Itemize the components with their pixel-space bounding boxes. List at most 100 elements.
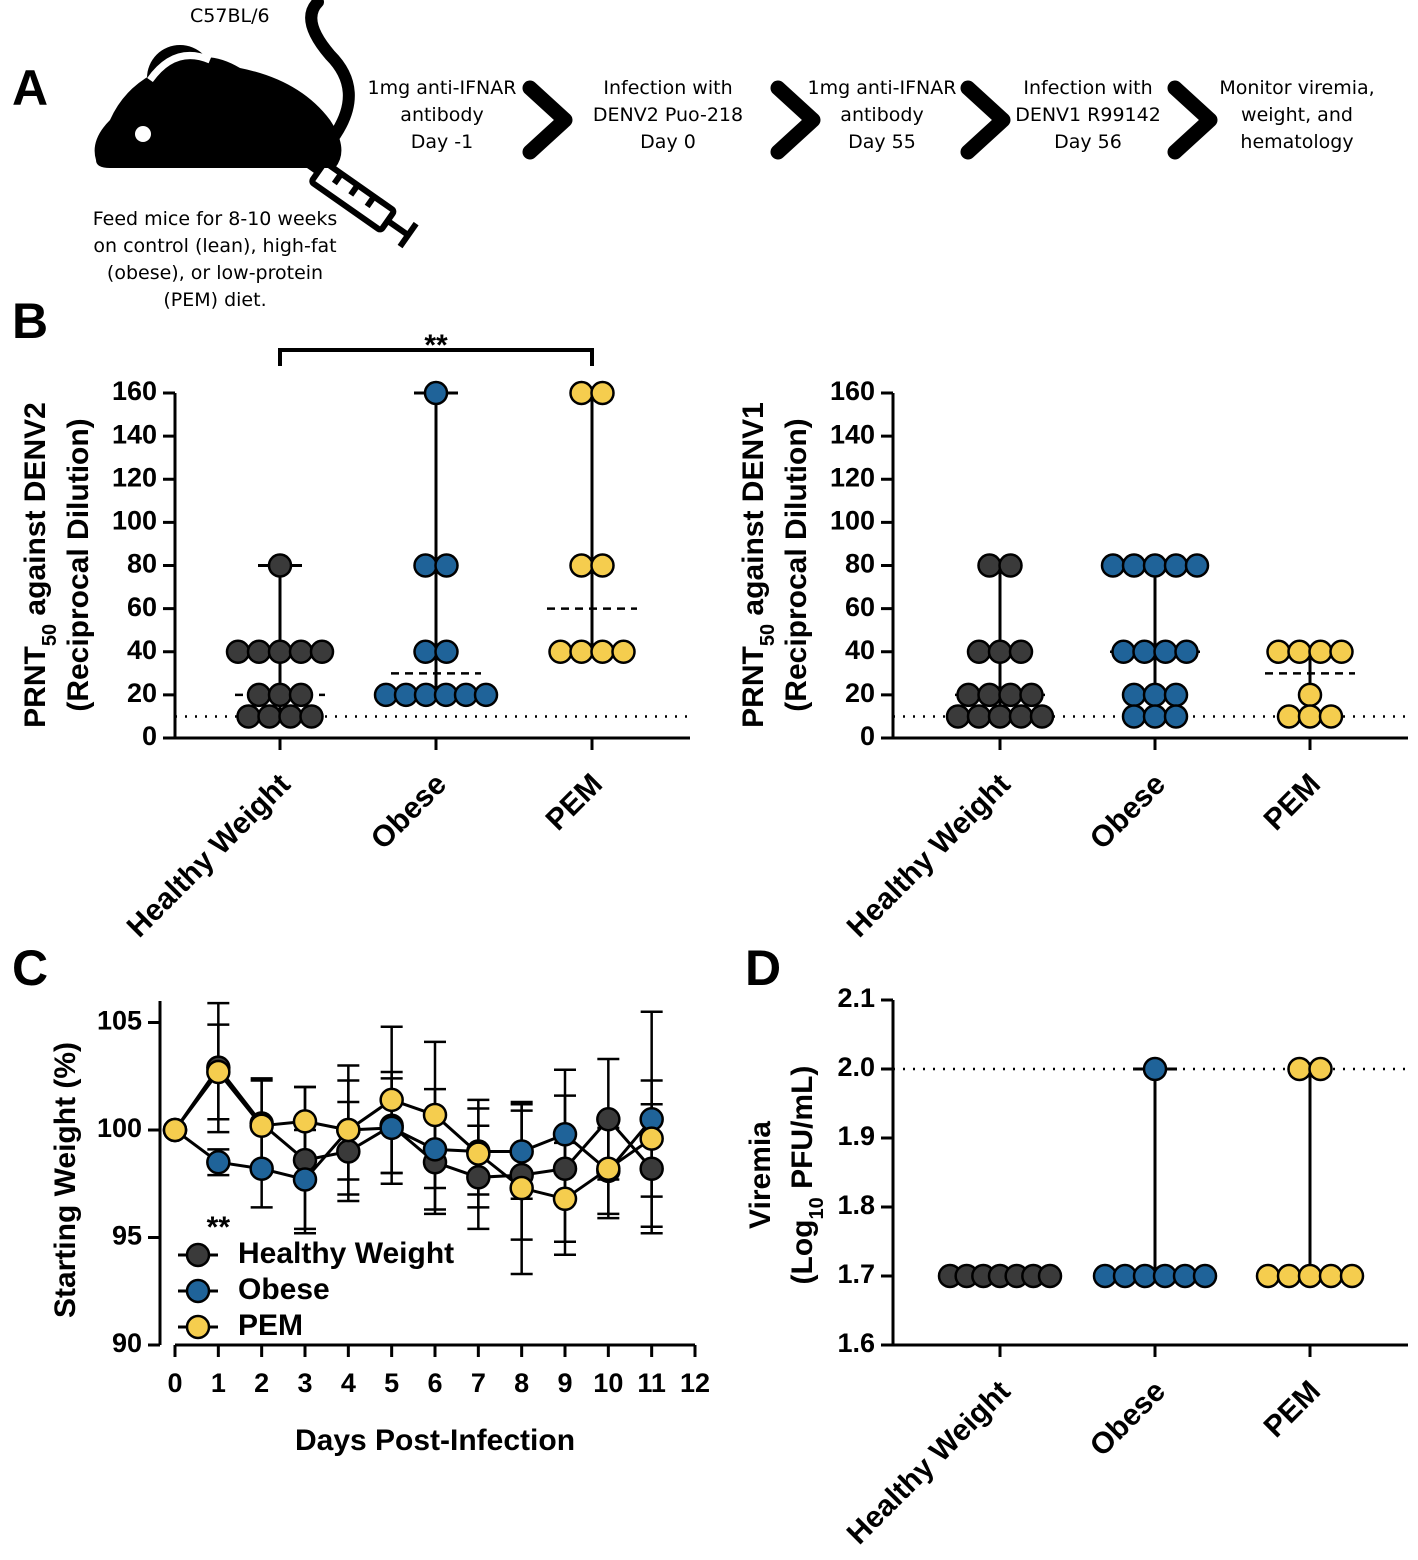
data-point — [413, 682, 439, 708]
x-tick-label: 10 — [593, 1368, 623, 1398]
data-point — [292, 1109, 318, 1134]
data-point — [1142, 682, 1168, 708]
y-tick-label: 20 — [127, 678, 157, 708]
data-point — [639, 1156, 664, 1181]
data-point — [299, 704, 324, 729]
panel-label: C — [12, 940, 48, 996]
data-point — [1037, 1263, 1063, 1289]
data-point — [246, 682, 272, 708]
diet-text: on control (lean), high-fat — [93, 235, 336, 257]
y-axis-label: (Reciprocal Dilution) — [62, 418, 95, 711]
data-point — [288, 639, 314, 664]
y-axis-label: (Reciprocal Dilution) — [780, 418, 813, 711]
y-tick-label: 1.9 — [837, 1121, 875, 1151]
x-tick-label: 4 — [341, 1368, 356, 1398]
data-point — [1297, 704, 1323, 729]
step-text: 1mg anti-IFNAR — [368, 77, 517, 99]
data-point — [267, 682, 293, 708]
x-tick-label: 0 — [167, 1368, 182, 1398]
data-point — [379, 1115, 404, 1141]
data-point — [1174, 639, 1199, 664]
data-point — [246, 639, 272, 664]
data-point — [453, 682, 479, 708]
significance-label: ** — [424, 329, 448, 362]
y-tick-label: 0 — [860, 721, 875, 751]
subscript: 50 — [39, 624, 61, 646]
x-tick-label: 12 — [680, 1368, 710, 1398]
panel-label: B — [12, 293, 48, 349]
category-label: PEM — [540, 768, 609, 837]
y-tick-label: 2.1 — [837, 983, 875, 1013]
y-tick-label: 90 — [112, 1328, 142, 1358]
series-line — [173, 1069, 653, 1201]
data-point — [590, 639, 615, 664]
data-point — [569, 639, 594, 664]
y-tick-label: 1.6 — [837, 1328, 875, 1358]
label-part: PRNT — [737, 646, 770, 728]
series-line — [173, 1065, 653, 1179]
x-tick-label: 1 — [211, 1368, 226, 1398]
category-label: Obese — [365, 768, 453, 856]
y-tick-label: 60 — [845, 592, 875, 622]
data-point — [966, 704, 992, 729]
y-tick-label: 1.8 — [837, 1190, 875, 1220]
data-point — [434, 639, 459, 664]
step-text: 1mg anti-IFNAR — [808, 77, 957, 99]
y-tick-label: 160 — [112, 376, 157, 406]
label-part: (Reciprocal Dilution) — [780, 418, 813, 711]
x-tick-label: 5 — [384, 1368, 399, 1398]
data-point — [1308, 639, 1333, 664]
category-label: PEM — [1258, 768, 1327, 837]
data-point — [569, 380, 594, 406]
x-tick-label: 11 — [637, 1368, 666, 1398]
data-point — [1112, 1263, 1138, 1289]
data-point — [162, 1117, 188, 1143]
label-part: PFU/mL) — [786, 1066, 819, 1198]
x-tick-label: 6 — [427, 1368, 442, 1398]
label-part: (Reciprocal Dilution) — [62, 418, 95, 711]
y-tick-label: 80 — [845, 549, 875, 579]
data-point — [1142, 704, 1168, 729]
data-point — [1008, 639, 1034, 664]
y-tick-label: 95 — [112, 1221, 142, 1251]
data-point — [393, 682, 419, 708]
x-tick-label: 2 — [254, 1368, 269, 1398]
y-tick-label: 100 — [97, 1113, 142, 1143]
data-point — [466, 1141, 491, 1166]
category-label: Healthy Weight — [841, 1375, 1017, 1551]
data-point — [1163, 553, 1189, 578]
step-text: Day 55 — [848, 131, 916, 153]
data-point — [292, 1167, 318, 1192]
x-tick-label: 3 — [297, 1368, 312, 1398]
step-text: antibody — [840, 104, 923, 126]
label-part: PRNT — [19, 646, 52, 728]
data-point — [987, 639, 1013, 664]
x-tick-label: 8 — [514, 1368, 529, 1398]
data-point — [1308, 1056, 1333, 1082]
legend-label: Obese — [238, 1273, 330, 1306]
data-point — [611, 639, 636, 664]
data-point — [596, 1107, 621, 1132]
y-tick-label: 160 — [830, 376, 875, 406]
data-point — [509, 1139, 534, 1164]
y-axis-label: (Log10 PFU/mL) — [786, 1066, 828, 1285]
step-text: Day 0 — [640, 131, 696, 153]
data-point — [1019, 682, 1044, 708]
data-point — [434, 553, 459, 578]
data-point — [1276, 1263, 1302, 1289]
data-point — [998, 682, 1023, 708]
step-text: Infection with — [603, 77, 732, 99]
data-point — [1266, 639, 1291, 664]
panel-label: D — [745, 940, 781, 996]
data-point — [336, 1117, 361, 1143]
step-text: Day -1 — [411, 131, 474, 153]
y-tick-label: 60 — [127, 592, 157, 622]
step-text: Day 56 — [1054, 131, 1122, 153]
y-axis-label: Starting Weight (%) — [49, 1042, 82, 1318]
step-text: hematology — [1240, 131, 1353, 153]
mouse-icon — [94, 0, 355, 169]
y-tick-label: 100 — [112, 506, 157, 536]
subscript: 50 — [757, 624, 779, 646]
data-point — [422, 1137, 448, 1162]
